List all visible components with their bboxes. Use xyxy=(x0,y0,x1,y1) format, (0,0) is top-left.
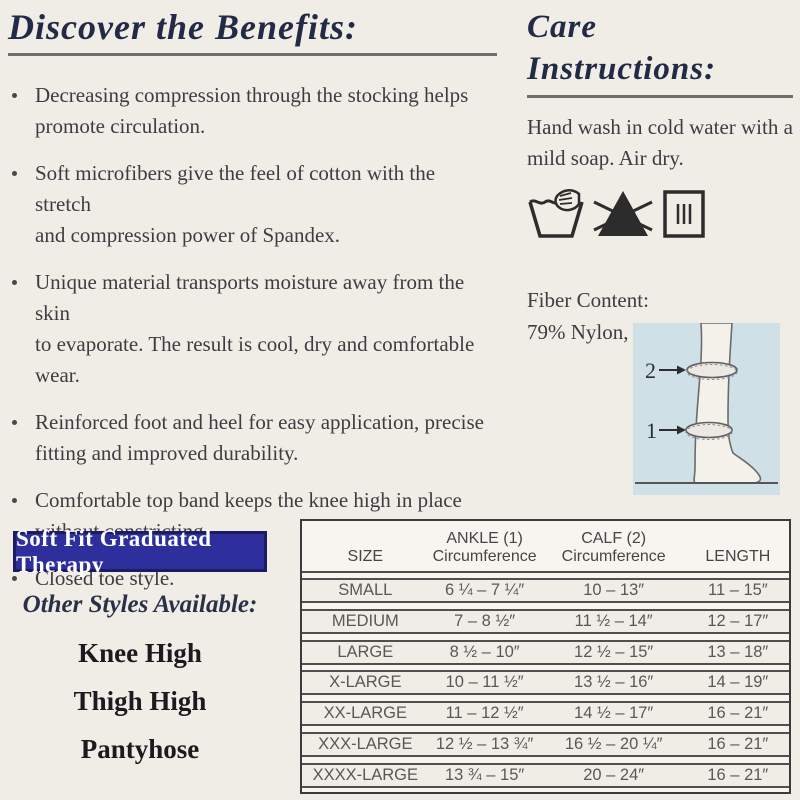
benefits-section: Discover the Benefits: Decreasing compre… xyxy=(8,6,497,610)
length-cell: 16 – 21″ xyxy=(707,765,769,784)
care-text-line: mild soap. Air dry. xyxy=(527,146,684,170)
care-text-line: Hand wash in cold water with a xyxy=(527,115,793,139)
leg-measurement-diagram: 2 1 xyxy=(633,323,780,495)
size-cell: X-LARGE xyxy=(329,673,402,692)
benefit-text: and compression power of Spandex. xyxy=(35,223,341,247)
do-not-bleach-icon xyxy=(593,191,653,236)
ankle-cell: 11 – 12 ½″ xyxy=(445,704,524,723)
calf-label: 2 xyxy=(645,358,656,383)
size-cell: MEDIUM xyxy=(331,611,399,630)
benefits-title: Discover the Benefits: xyxy=(8,7,358,47)
column-header-ankle: ANKLE (1) Circumference xyxy=(432,530,537,565)
brand-banner: Soft Fit Graduated Therapy xyxy=(13,526,267,577)
style-item: Pantyhose xyxy=(80,734,200,764)
calf-cell: 14 ½ – 17″ xyxy=(574,704,654,723)
calf-cell: 10 – 13″ xyxy=(583,581,645,599)
care-title: Care Instructions: xyxy=(527,9,717,87)
care-section: Care Instructions: Hand wash in cold wat… xyxy=(527,6,795,348)
style-item: Thigh High xyxy=(73,686,207,716)
calf-cell: 20 – 24″ xyxy=(583,765,645,784)
bullet-icon xyxy=(12,171,17,176)
table-row: MEDIUM 7 – 8 ½″ 11 ½ – 14″ 12 – 17″ xyxy=(302,608,789,634)
length-cell: 14 – 19″ xyxy=(707,673,769,692)
bullet-icon xyxy=(12,576,17,581)
benefit-text: Soft microfibers give the feel of cotton… xyxy=(35,161,436,216)
length-cell: 16 – 21″ xyxy=(707,704,769,723)
length-cell: 16 – 21″ xyxy=(707,735,769,754)
benefit-text: to evaporate. The result is cool, dry an… xyxy=(35,332,475,387)
table-row: XXXX-LARGE 13 ¾ – 15″ 20 – 24″ 16 – 21″ xyxy=(302,762,789,788)
benefit-text: promote circulation. xyxy=(35,114,206,138)
drip-dry-icon xyxy=(663,190,705,238)
size-cell: XXXX-LARGE xyxy=(312,765,419,784)
benefit-text: Unique material transports moisture away… xyxy=(35,270,465,325)
list-item: Decreasing compression through the stock… xyxy=(8,80,494,142)
bullet-icon xyxy=(12,498,17,503)
style-item: Knee High xyxy=(78,638,202,668)
calf-cell: 11 ½ – 14″ xyxy=(574,611,653,630)
hand-wash-icon xyxy=(528,189,584,238)
other-styles-section: Other Styles Available: Knee High Thigh … xyxy=(13,590,267,764)
size-chart-header: SIZE ANKLE (1) Circumference CALF (2) Ci… xyxy=(302,521,789,573)
laundry-symbols xyxy=(527,186,795,240)
length-cell: 12 – 17″ xyxy=(707,611,769,630)
fiber-content-label: Fiber Content: xyxy=(527,288,649,312)
brand-banner-text: Soft Fit Graduated Therapy xyxy=(16,525,212,577)
benefits-list: Decreasing compression through the stock… xyxy=(8,80,494,594)
benefit-text: Comfortable top band keeps the knee high… xyxy=(35,488,462,512)
benefit-text: Decreasing compression through the stock… xyxy=(35,83,469,107)
care-instructions-text: Hand wash in cold water with a mild soap… xyxy=(527,112,795,174)
care-title-rule xyxy=(527,95,793,98)
bullet-icon xyxy=(12,93,17,98)
bullet-icon xyxy=(12,420,17,425)
size-chart-body: SMALL 6 ¼ – 7 ¼″ 10 – 13″ 11 – 15″ MEDIU… xyxy=(302,573,789,788)
list-item: Unique material transports moisture away… xyxy=(8,267,494,391)
table-row: LARGE 8 ½ – 10″ 12 ½ – 15″ 13 – 18″ xyxy=(302,639,789,665)
size-cell: LARGE xyxy=(337,642,394,661)
bullet-icon xyxy=(12,280,17,285)
table-row: XXX-LARGE 12 ½ – 13 ¾″ 16 ½ – 20 ¼″ 16 –… xyxy=(302,732,789,758)
size-cell: SMALL xyxy=(338,581,393,599)
ankle-label: 1 xyxy=(646,418,657,443)
column-header-length: LENGTH xyxy=(705,548,771,565)
ankle-cell: 8 ½ – 10″ xyxy=(449,642,520,661)
calf-cell: 16 ½ – 20 ¼″ xyxy=(564,735,663,754)
length-cell: 13 – 18″ xyxy=(707,642,769,661)
list-item: Soft microfibers give the feel of cotton… xyxy=(8,158,494,251)
ankle-cell: 10 – 11 ½″ xyxy=(445,673,524,692)
ankle-cell: 6 ¼ – 7 ¼″ xyxy=(444,581,525,599)
column-header-calf: CALF (2) Circumference xyxy=(561,530,666,565)
table-row: SMALL 6 ¼ – 7 ¼″ 10 – 13″ 11 – 15″ xyxy=(302,578,789,603)
calf-cell: 13 ½ – 16″ xyxy=(574,673,654,692)
size-cell: XXX-LARGE xyxy=(318,735,413,754)
benefit-text: Reinforced foot and heel for easy applic… xyxy=(35,410,484,434)
ankle-cell: 13 ¾ – 15″ xyxy=(444,765,525,784)
benefit-text: fitting and improved durability. xyxy=(35,441,299,465)
column-header-size: SIZE xyxy=(347,548,384,565)
list-item: Comfortable top band keeps the knee high… xyxy=(8,485,494,547)
length-cell: 11 – 15″ xyxy=(708,581,768,599)
ankle-cell: 12 ½ – 13 ¾″ xyxy=(435,735,534,754)
ankle-cell: 7 – 8 ½″ xyxy=(454,611,516,630)
benefits-title-rule xyxy=(8,53,497,56)
calf-cell: 12 ½ – 15″ xyxy=(574,642,654,661)
list-item: Reinforced foot and heel for easy applic… xyxy=(8,407,494,469)
size-cell: XX-LARGE xyxy=(323,704,408,723)
table-row: XX-LARGE 11 – 12 ½″ 14 ½ – 17″ 16 – 21″ xyxy=(302,701,789,727)
size-chart-table: SIZE ANKLE (1) Circumference CALF (2) Ci… xyxy=(300,519,791,794)
other-styles-title: Other Styles Available: xyxy=(22,591,258,618)
table-row: X-LARGE 10 – 11 ½″ 13 ½ – 16″ 14 – 19″ xyxy=(302,670,789,696)
